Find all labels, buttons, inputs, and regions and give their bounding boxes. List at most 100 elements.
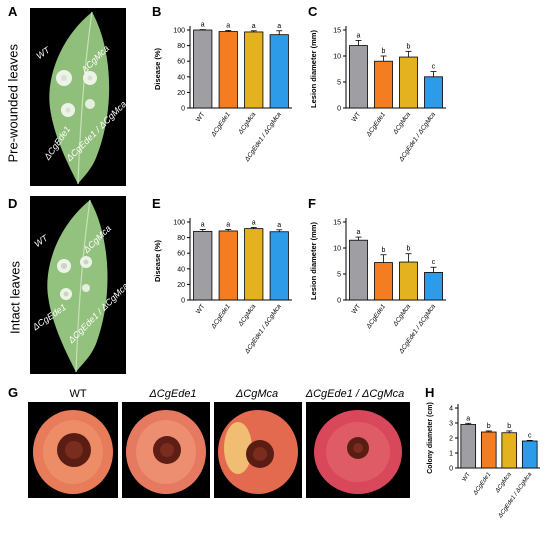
panel-letter-a: A — [8, 4, 18, 19]
bar — [349, 45, 368, 109]
y-tick-label: 60 — [177, 251, 185, 258]
panel-letter-g: G — [8, 385, 19, 400]
apple-image — [126, 410, 206, 494]
y-tick-label: 5 — [337, 80, 341, 87]
y-tick-label: 0 — [449, 466, 453, 473]
bar — [374, 262, 393, 301]
y-tick-label: 10 — [333, 54, 341, 61]
y-axis-label: Lesion diameter (mm) — [309, 222, 318, 300]
y-tick-label: 40 — [177, 74, 185, 81]
significance-letter: a — [226, 221, 230, 228]
y-tick-label: 100 — [173, 28, 185, 35]
x-tick-label: ΔCgEde1 — [210, 303, 233, 331]
x-tick-label: ΔCgMca — [494, 471, 513, 495]
y-tick-label: 4 — [449, 406, 453, 413]
bar-chart-lesion-intact: Lesion diameter (mm) 0 5 10 15 a WT b ΔCgEde1 b ΔC… — [309, 218, 446, 356]
panel-letter-e: E — [152, 196, 161, 211]
significance-letter: b — [407, 43, 411, 50]
y-tick-label: 0 — [181, 298, 185, 305]
x-tick-label: ΔCgMca — [392, 303, 413, 329]
x-tick-label: WT — [195, 111, 207, 123]
y-tick-label: 20 — [177, 90, 185, 97]
apple-label-mca: ΔCgMca — [235, 388, 279, 400]
significance-letter: a — [357, 32, 361, 39]
bar-chart-disease-prewounded: Disease (%) 0 20 40 60 80 100 a WT a ΔCgEde1 a ΔCgMc… — [153, 22, 292, 164]
significance-letter: a — [466, 415, 470, 422]
apple-image — [218, 410, 298, 494]
bar-chart-lesion-prewounded: Lesion diameter (mm) 0 5 10 15 a WT b ΔCgEde1 b ΔC… — [309, 26, 446, 164]
y-tick-label: 80 — [177, 235, 185, 242]
y-tick-label: 20 — [177, 282, 185, 289]
y-tick-label: 40 — [177, 266, 185, 273]
bar — [218, 230, 238, 301]
significance-letter: b — [382, 247, 386, 254]
bar — [501, 432, 518, 469]
y-axis-label: Disease (%) — [153, 239, 162, 282]
x-tick-label: ΔCgEde1 — [365, 303, 388, 331]
bar — [269, 34, 289, 109]
y-tick-label: 80 — [177, 43, 185, 50]
x-tick-label: ΔCgEde1 — [365, 111, 388, 139]
significance-letter: a — [252, 23, 256, 30]
leaf-image — [47, 199, 108, 373]
y-tick-label: 5 — [337, 272, 341, 279]
bar — [269, 231, 289, 301]
bar — [193, 230, 213, 301]
bar — [399, 56, 418, 109]
leaf-photo-prewounded: WT ΔCgMca ΔCgEde1 ΔCgEde1 / ΔCgMca — [30, 8, 126, 186]
y-tick-label: 15 — [333, 28, 341, 35]
row-label-intact: Intact leaves — [7, 261, 23, 334]
bar — [244, 228, 264, 301]
significance-letter: c — [528, 432, 532, 439]
x-tick-label: WT — [351, 111, 363, 123]
y-tick-label: 2 — [449, 436, 453, 443]
bar — [374, 60, 393, 109]
y-tick-label: 1 — [449, 451, 453, 458]
x-tick-label: WT — [351, 303, 363, 315]
y-axis-label: Disease (%) — [153, 47, 162, 90]
bar — [480, 431, 497, 469]
apple-label-double: ΔCgEde1 / ΔCgMca — [305, 388, 405, 400]
row-label-prewounded: Pre-wounded leaves — [5, 43, 21, 163]
apple-photo-ede1 — [122, 402, 210, 498]
significance-letter: a — [277, 23, 281, 30]
apple-photo-mca — [214, 402, 302, 498]
significance-letter: a — [357, 229, 361, 236]
bar — [424, 76, 443, 109]
significance-letter: b — [382, 48, 386, 55]
panel-letter-d: D — [8, 196, 18, 211]
y-tick-label: 15 — [333, 220, 341, 227]
x-tick-label: WT — [462, 471, 472, 482]
significance-letter: c — [432, 259, 436, 266]
significance-letter: a — [201, 221, 205, 228]
x-tick-label: ΔCgEde1 — [210, 111, 233, 139]
x-tick-label: ΔCgMca — [237, 303, 258, 329]
bar-chart-disease-intact: Disease (%) 0 20 40 60 80 100 a WT a ΔCgEde1 a ΔCgMc… — [153, 218, 292, 356]
bar — [424, 272, 443, 301]
y-axis-label: Lesion diameter (mm) — [309, 30, 318, 108]
apple-image — [33, 410, 113, 494]
bar — [349, 239, 368, 301]
significance-letter: c — [432, 64, 436, 71]
apple-label-ede1: ΔCgEde1 — [149, 388, 197, 400]
significance-letter: b — [487, 423, 491, 430]
bar — [244, 31, 264, 109]
apple-photo-double — [306, 402, 410, 498]
significance-letter: a — [277, 222, 281, 229]
significance-letter: a — [252, 219, 256, 226]
x-tick-label: ΔCgEde1 — [472, 472, 492, 497]
significance-letter: b — [507, 423, 511, 430]
y-tick-label: 0 — [337, 298, 341, 305]
significance-letter: a — [201, 22, 205, 29]
bar-chart-colony-diameter: Colony diameter (cm) 0 1 2 3 4 a WT b ΔCgEde1 b ΔCg… — [427, 402, 540, 520]
panel-letter-c: C — [308, 4, 318, 19]
y-tick-label: 10 — [333, 246, 341, 253]
panel-letter-f: F — [308, 196, 316, 211]
significance-letter: b — [407, 246, 411, 253]
panel-letter-b: B — [152, 4, 162, 19]
apple-photo-wt — [28, 402, 118, 498]
x-tick-label: WT — [195, 303, 207, 315]
apple-label-wt: WT — [69, 388, 87, 400]
y-tick-label: 100 — [173, 220, 185, 227]
apple-image — [314, 410, 402, 494]
